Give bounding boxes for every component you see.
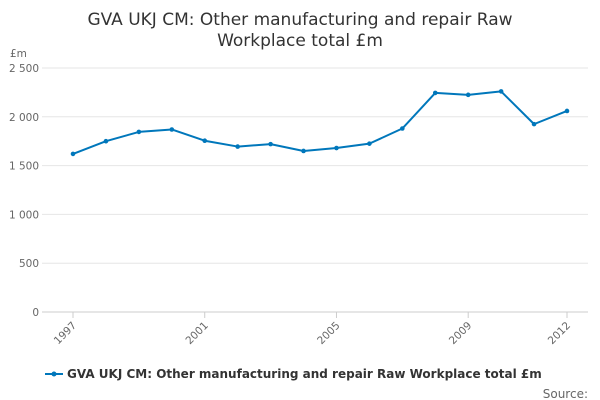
legend[interactable]: GVA UKJ CM: Other manufacturing and repa… (45, 367, 542, 381)
y-axis-unit-label: £m (10, 48, 27, 60)
data-point[interactable] (531, 121, 537, 127)
data-point[interactable] (400, 126, 405, 131)
x-tick-label: 2001 (183, 320, 210, 347)
chart-title-line-2: Workplace total £m (217, 31, 383, 51)
chart-title-line-1: GVA UKJ CM: Other manufacturing and repa… (87, 10, 512, 30)
data-point[interactable] (103, 138, 109, 144)
data-point[interactable] (268, 141, 273, 147)
data-point[interactable] (169, 127, 175, 132)
y-tick-label: 2 500 (9, 63, 39, 75)
data-point[interactable] (432, 90, 438, 96)
x-axis: 1997 2001 2005 2009 2012 (42, 311, 588, 347)
x-tick-label: 1997 (52, 320, 79, 347)
data-point[interactable] (70, 151, 76, 157)
grid-lines (42, 67, 588, 264)
series-line (72, 90, 568, 155)
data-point[interactable] (301, 148, 306, 154)
y-tick-label: 1 500 (9, 161, 39, 173)
data-point[interactable] (367, 141, 372, 146)
series-layer (70, 89, 570, 157)
data-point[interactable] (465, 92, 471, 98)
x-tick-label: 2005 (315, 320, 342, 347)
y-tick-label: 1 000 (9, 209, 39, 221)
y-tick-label: 2 000 (9, 112, 39, 124)
legend-series-label: GVA UKJ CM: Other manufacturing and repa… (67, 367, 542, 381)
x-tick-label: 2012 (546, 320, 573, 347)
data-point[interactable] (334, 145, 339, 151)
y-axis-ticks: 0 500 1 000 1 500 2 000 2 500 (9, 63, 39, 319)
legend-series-marker (51, 371, 57, 377)
source-label: Source: (543, 387, 588, 400)
data-point[interactable] (235, 144, 240, 149)
data-point[interactable] (136, 129, 142, 135)
data-point[interactable] (564, 108, 570, 114)
data-point[interactable] (202, 138, 208, 144)
y-tick-label: 0 (32, 307, 39, 319)
data-point[interactable] (498, 89, 504, 94)
y-tick-label: 500 (19, 258, 39, 270)
x-tick-label: 2009 (447, 320, 474, 347)
